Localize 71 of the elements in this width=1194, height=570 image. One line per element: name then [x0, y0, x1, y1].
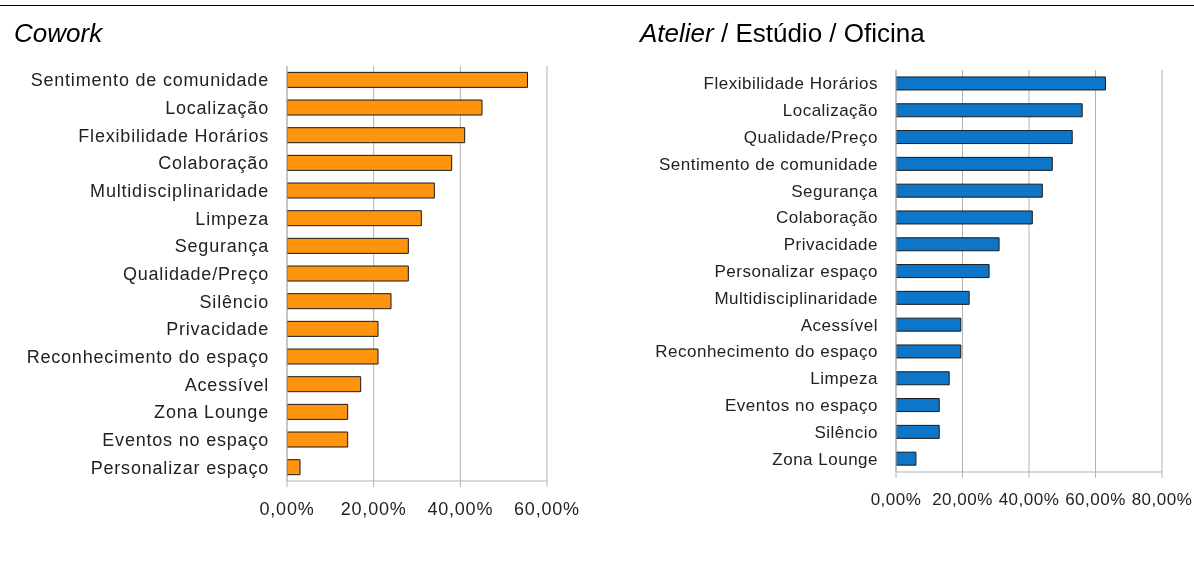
x-tick-label: 20,00% — [932, 490, 993, 510]
y-tick-label: Segurança — [791, 181, 879, 201]
bar — [287, 320, 379, 337]
bar — [287, 154, 453, 171]
x-tick-label: 60,00% — [514, 498, 580, 519]
bar — [287, 459, 301, 476]
bar — [287, 127, 466, 144]
bar — [287, 210, 422, 227]
bar — [896, 398, 940, 413]
bar — [287, 99, 483, 116]
bar — [896, 344, 962, 359]
y-tick-label: Sentimento de comunidade — [30, 70, 269, 91]
y-tick-label: Eventos no espaço — [102, 429, 269, 450]
y-tick-label: Limpeza — [195, 208, 270, 229]
x-tick-label: 0,00% — [870, 490, 922, 510]
text: Cowork — [14, 18, 103, 48]
bar — [896, 130, 1073, 145]
y-tick-label: Multidisciplinaridade — [90, 180, 269, 201]
y-tick-label: Reconhecimento do espaço — [655, 342, 878, 362]
y-tick-label: Acessível — [184, 374, 269, 395]
y-tick-label: Segurança — [174, 236, 270, 257]
bar — [287, 71, 528, 88]
y-tick-label: Flexibilidade Horários — [78, 125, 269, 146]
bar — [896, 264, 990, 279]
x-tick-label: 40,00% — [427, 498, 494, 519]
y-tick-label: Acessível — [800, 315, 878, 335]
bar — [896, 103, 1083, 118]
y-tick-label: Qualidade/Preço — [743, 128, 878, 148]
bar — [896, 371, 950, 386]
bar — [896, 317, 962, 332]
y-tick-label: Limpeza — [810, 369, 879, 389]
bar — [896, 156, 1053, 171]
y-tick-label: Multidisciplinaridade — [714, 288, 878, 308]
chart-title: Atelier / Estúdio / Oficina — [640, 18, 925, 48]
bar — [287, 237, 409, 254]
y-tick-label: Privacidade — [166, 319, 269, 340]
y-tick-label: Qualidade/Preço — [122, 263, 269, 284]
y-tick-label: Eventos no espaço — [724, 396, 878, 416]
x-tick-label: 0,00% — [259, 498, 315, 519]
y-tick-label: Zona Lounge — [154, 402, 269, 423]
bar — [287, 431, 349, 448]
bar — [287, 293, 392, 310]
bar — [287, 265, 409, 282]
x-tick-label: 60,00% — [1065, 490, 1126, 510]
bar — [896, 237, 1000, 252]
bar — [896, 290, 970, 305]
bar — [287, 376, 362, 393]
y-tick-label: Personalizar espaço — [714, 262, 878, 282]
bar — [896, 183, 1043, 198]
x-tick-label: 20,00% — [340, 498, 407, 519]
bar — [896, 210, 1033, 225]
y-tick-label: Flexibilidade Horários — [703, 74, 878, 94]
x-tick-label: 40,00% — [998, 490, 1060, 510]
y-tick-label: Localização — [165, 97, 269, 118]
y-tick-label: Silêncio — [199, 291, 269, 312]
bar — [287, 182, 435, 199]
y-tick-label: Sentimento de comunidade — [659, 154, 878, 174]
y-tick-label: Reconhecimento do espaço — [26, 346, 269, 367]
bar — [287, 348, 379, 365]
x-tick-label: 80,00% — [1131, 490, 1193, 510]
y-tick-label: Localização — [782, 101, 878, 121]
bar — [287, 403, 349, 420]
y-tick-label: Colaboração — [776, 208, 878, 228]
y-tick-label: Silêncio — [814, 422, 878, 442]
bar — [896, 451, 917, 466]
y-tick-label: Colaboração — [158, 153, 269, 174]
y-tick-label: Privacidade — [783, 235, 878, 255]
y-tick-label: Zona Lounge — [772, 449, 878, 469]
y-tick-label: Personalizar espaço — [90, 457, 269, 478]
bar — [896, 424, 940, 439]
bar — [896, 76, 1106, 91]
